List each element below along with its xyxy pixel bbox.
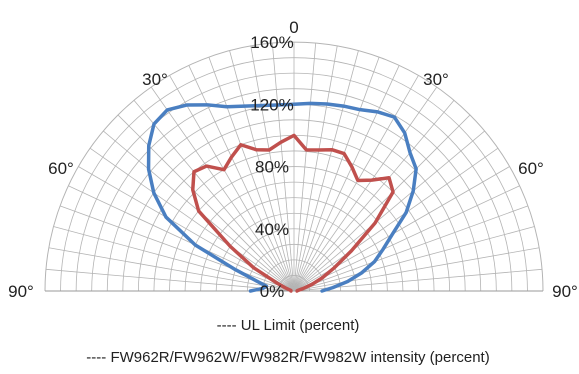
legend-dash: ---- (217, 317, 237, 334)
angle-label: 90° (8, 282, 34, 301)
angle-label: 90° (552, 282, 578, 301)
grid-spoke (250, 45, 295, 292)
grid-spoke (293, 185, 520, 292)
grid-spoke (188, 65, 295, 292)
grid-spoke (117, 114, 295, 292)
grid-spoke (293, 86, 438, 292)
grid-spoke (169, 75, 295, 292)
grid-spoke (293, 42, 317, 292)
grid-spoke (293, 247, 540, 292)
grid-spoke (293, 226, 535, 292)
legend-dash: ---- (86, 349, 106, 366)
grid-spoke (293, 65, 400, 292)
polar-grid (44, 41, 544, 292)
grid-spoke (293, 99, 455, 292)
grid-spoke (293, 114, 471, 292)
grid-spoke (89, 147, 295, 292)
legend-item-ul-limit: ---- UL Limit (percent) (217, 317, 360, 334)
grid-spoke (48, 247, 295, 292)
grid-spoke (293, 75, 419, 292)
radial-tick-label: 160% (250, 33, 293, 52)
grid-spoke (293, 50, 359, 292)
grid-spoke (59, 205, 295, 292)
legend-item-fw-intensity: ---- FW962R/FW962W/FW982R/FW982W intensi… (86, 349, 489, 366)
label-layer: 0% 40% 80% 120% 160%0 30° 30° 60° 60° 90° 90° (8, 18, 578, 301)
grid-spoke (293, 45, 338, 292)
grid-spoke (293, 56, 380, 292)
radial-tick-label: 40% (255, 220, 289, 239)
radial-tick-label: 120% (250, 95, 293, 114)
legend: ---- UL Limit (percent) ---- FW962R/FW96… (86, 317, 489, 366)
angle-label: 30° (423, 70, 449, 89)
grid-spoke (293, 130, 486, 292)
legend-label: UL Limit (percent) (241, 317, 360, 334)
angle-label: 0 (289, 18, 298, 37)
grid-spoke (208, 56, 295, 292)
grid-spoke (293, 205, 529, 292)
grid-spoke (68, 185, 295, 292)
series-fw-intensity-line (191, 133, 395, 293)
grid-spoke (271, 42, 295, 292)
grid-spoke (150, 86, 295, 292)
series-layer (146, 101, 418, 293)
angle-label: 30° (142, 70, 168, 89)
grid-spoke (133, 99, 295, 292)
angle-label: 60° (48, 159, 74, 178)
grid-spoke (293, 147, 499, 292)
grid-spoke (229, 50, 295, 292)
angle-label: 60° (518, 159, 544, 178)
grid-spoke (45, 268, 295, 292)
radial-tick-label: 80% (255, 158, 289, 177)
legend-label: FW962R/FW962W/FW982R/FW982W intensity (p… (110, 349, 489, 366)
radial-tick-label: 0% (260, 282, 285, 301)
series-ul-limit-line (146, 101, 418, 293)
